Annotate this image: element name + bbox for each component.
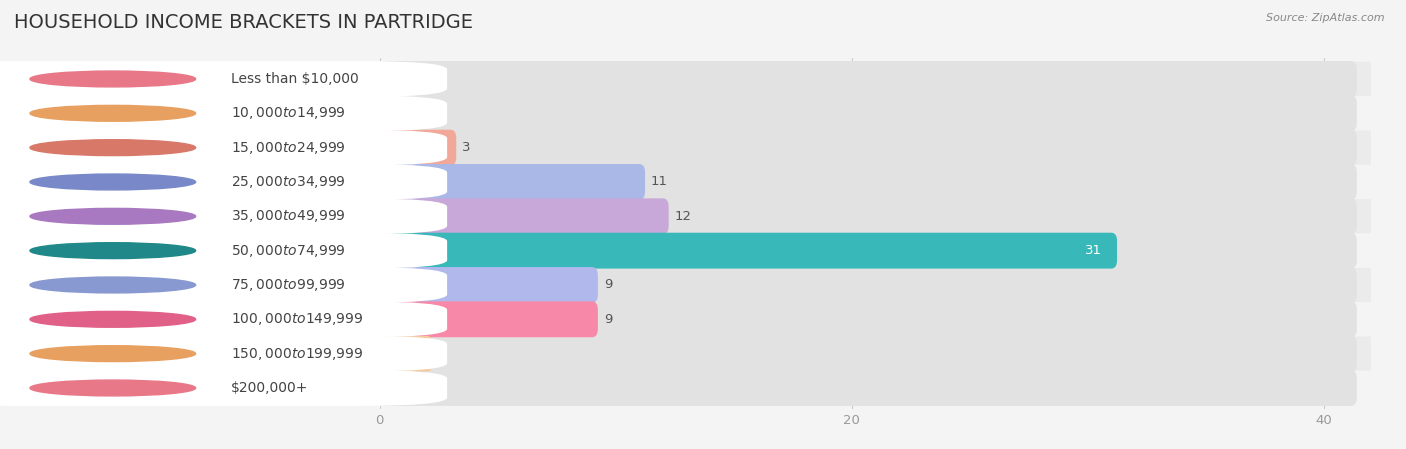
FancyBboxPatch shape xyxy=(380,96,1371,131)
Circle shape xyxy=(30,380,195,396)
Circle shape xyxy=(30,243,195,259)
Text: 0: 0 xyxy=(389,107,398,120)
FancyBboxPatch shape xyxy=(374,336,1357,372)
FancyBboxPatch shape xyxy=(0,198,447,234)
FancyBboxPatch shape xyxy=(0,61,447,97)
FancyBboxPatch shape xyxy=(374,370,1357,406)
Text: 11: 11 xyxy=(651,176,668,189)
Circle shape xyxy=(30,208,195,224)
FancyBboxPatch shape xyxy=(374,164,645,200)
FancyBboxPatch shape xyxy=(374,130,1357,166)
Circle shape xyxy=(30,346,195,361)
FancyBboxPatch shape xyxy=(0,267,447,303)
Text: Source: ZipAtlas.com: Source: ZipAtlas.com xyxy=(1267,13,1385,23)
FancyBboxPatch shape xyxy=(380,62,1371,96)
FancyBboxPatch shape xyxy=(7,62,366,96)
FancyBboxPatch shape xyxy=(374,130,457,166)
Circle shape xyxy=(30,312,195,327)
FancyBboxPatch shape xyxy=(374,336,433,372)
Text: $75,000 to $99,999: $75,000 to $99,999 xyxy=(231,277,346,293)
Text: $15,000 to $24,999: $15,000 to $24,999 xyxy=(231,140,346,156)
FancyBboxPatch shape xyxy=(380,302,1371,336)
FancyBboxPatch shape xyxy=(380,131,1371,165)
FancyBboxPatch shape xyxy=(374,233,1357,269)
FancyBboxPatch shape xyxy=(380,336,1371,371)
Text: $50,000 to $74,999: $50,000 to $74,999 xyxy=(231,242,346,259)
FancyBboxPatch shape xyxy=(374,233,1118,269)
Text: 12: 12 xyxy=(675,210,692,223)
Text: $100,000 to $149,999: $100,000 to $149,999 xyxy=(231,311,364,327)
Circle shape xyxy=(30,174,195,190)
FancyBboxPatch shape xyxy=(7,131,366,165)
FancyBboxPatch shape xyxy=(7,165,366,199)
Text: 9: 9 xyxy=(603,313,612,326)
FancyBboxPatch shape xyxy=(7,336,366,371)
FancyBboxPatch shape xyxy=(7,199,366,233)
Text: 0: 0 xyxy=(389,72,398,85)
Text: $25,000 to $34,999: $25,000 to $34,999 xyxy=(231,174,346,190)
FancyBboxPatch shape xyxy=(374,95,1357,131)
FancyBboxPatch shape xyxy=(7,371,366,405)
FancyBboxPatch shape xyxy=(7,302,366,336)
FancyBboxPatch shape xyxy=(374,164,1357,200)
Text: HOUSEHOLD INCOME BRACKETS IN PARTRIDGE: HOUSEHOLD INCOME BRACKETS IN PARTRIDGE xyxy=(14,13,472,32)
FancyBboxPatch shape xyxy=(7,96,366,131)
FancyBboxPatch shape xyxy=(380,371,1371,405)
FancyBboxPatch shape xyxy=(374,61,1357,97)
FancyBboxPatch shape xyxy=(374,267,598,303)
FancyBboxPatch shape xyxy=(380,233,1371,268)
Text: 2: 2 xyxy=(439,347,447,360)
FancyBboxPatch shape xyxy=(7,233,366,268)
Text: $200,000+: $200,000+ xyxy=(231,381,308,395)
FancyBboxPatch shape xyxy=(0,301,447,337)
Circle shape xyxy=(30,71,195,87)
Circle shape xyxy=(30,106,195,121)
FancyBboxPatch shape xyxy=(374,301,598,337)
Text: 3: 3 xyxy=(463,141,471,154)
FancyBboxPatch shape xyxy=(7,268,366,302)
FancyBboxPatch shape xyxy=(0,370,447,406)
FancyBboxPatch shape xyxy=(380,268,1371,302)
FancyBboxPatch shape xyxy=(0,130,447,166)
Text: Less than $10,000: Less than $10,000 xyxy=(231,72,359,86)
Text: 31: 31 xyxy=(1085,244,1102,257)
FancyBboxPatch shape xyxy=(374,301,1357,337)
FancyBboxPatch shape xyxy=(374,198,1357,234)
Text: 9: 9 xyxy=(603,278,612,291)
FancyBboxPatch shape xyxy=(0,233,447,269)
Text: $10,000 to $14,999: $10,000 to $14,999 xyxy=(231,106,346,121)
FancyBboxPatch shape xyxy=(380,165,1371,199)
FancyBboxPatch shape xyxy=(0,164,447,200)
FancyBboxPatch shape xyxy=(374,267,1357,303)
Circle shape xyxy=(30,277,195,293)
FancyBboxPatch shape xyxy=(0,95,447,131)
FancyBboxPatch shape xyxy=(380,199,1371,233)
FancyBboxPatch shape xyxy=(0,336,447,372)
Text: $35,000 to $49,999: $35,000 to $49,999 xyxy=(231,208,346,224)
Text: $150,000 to $199,999: $150,000 to $199,999 xyxy=(231,346,364,361)
FancyBboxPatch shape xyxy=(374,198,669,234)
Text: 0: 0 xyxy=(389,382,398,395)
Circle shape xyxy=(30,140,195,155)
